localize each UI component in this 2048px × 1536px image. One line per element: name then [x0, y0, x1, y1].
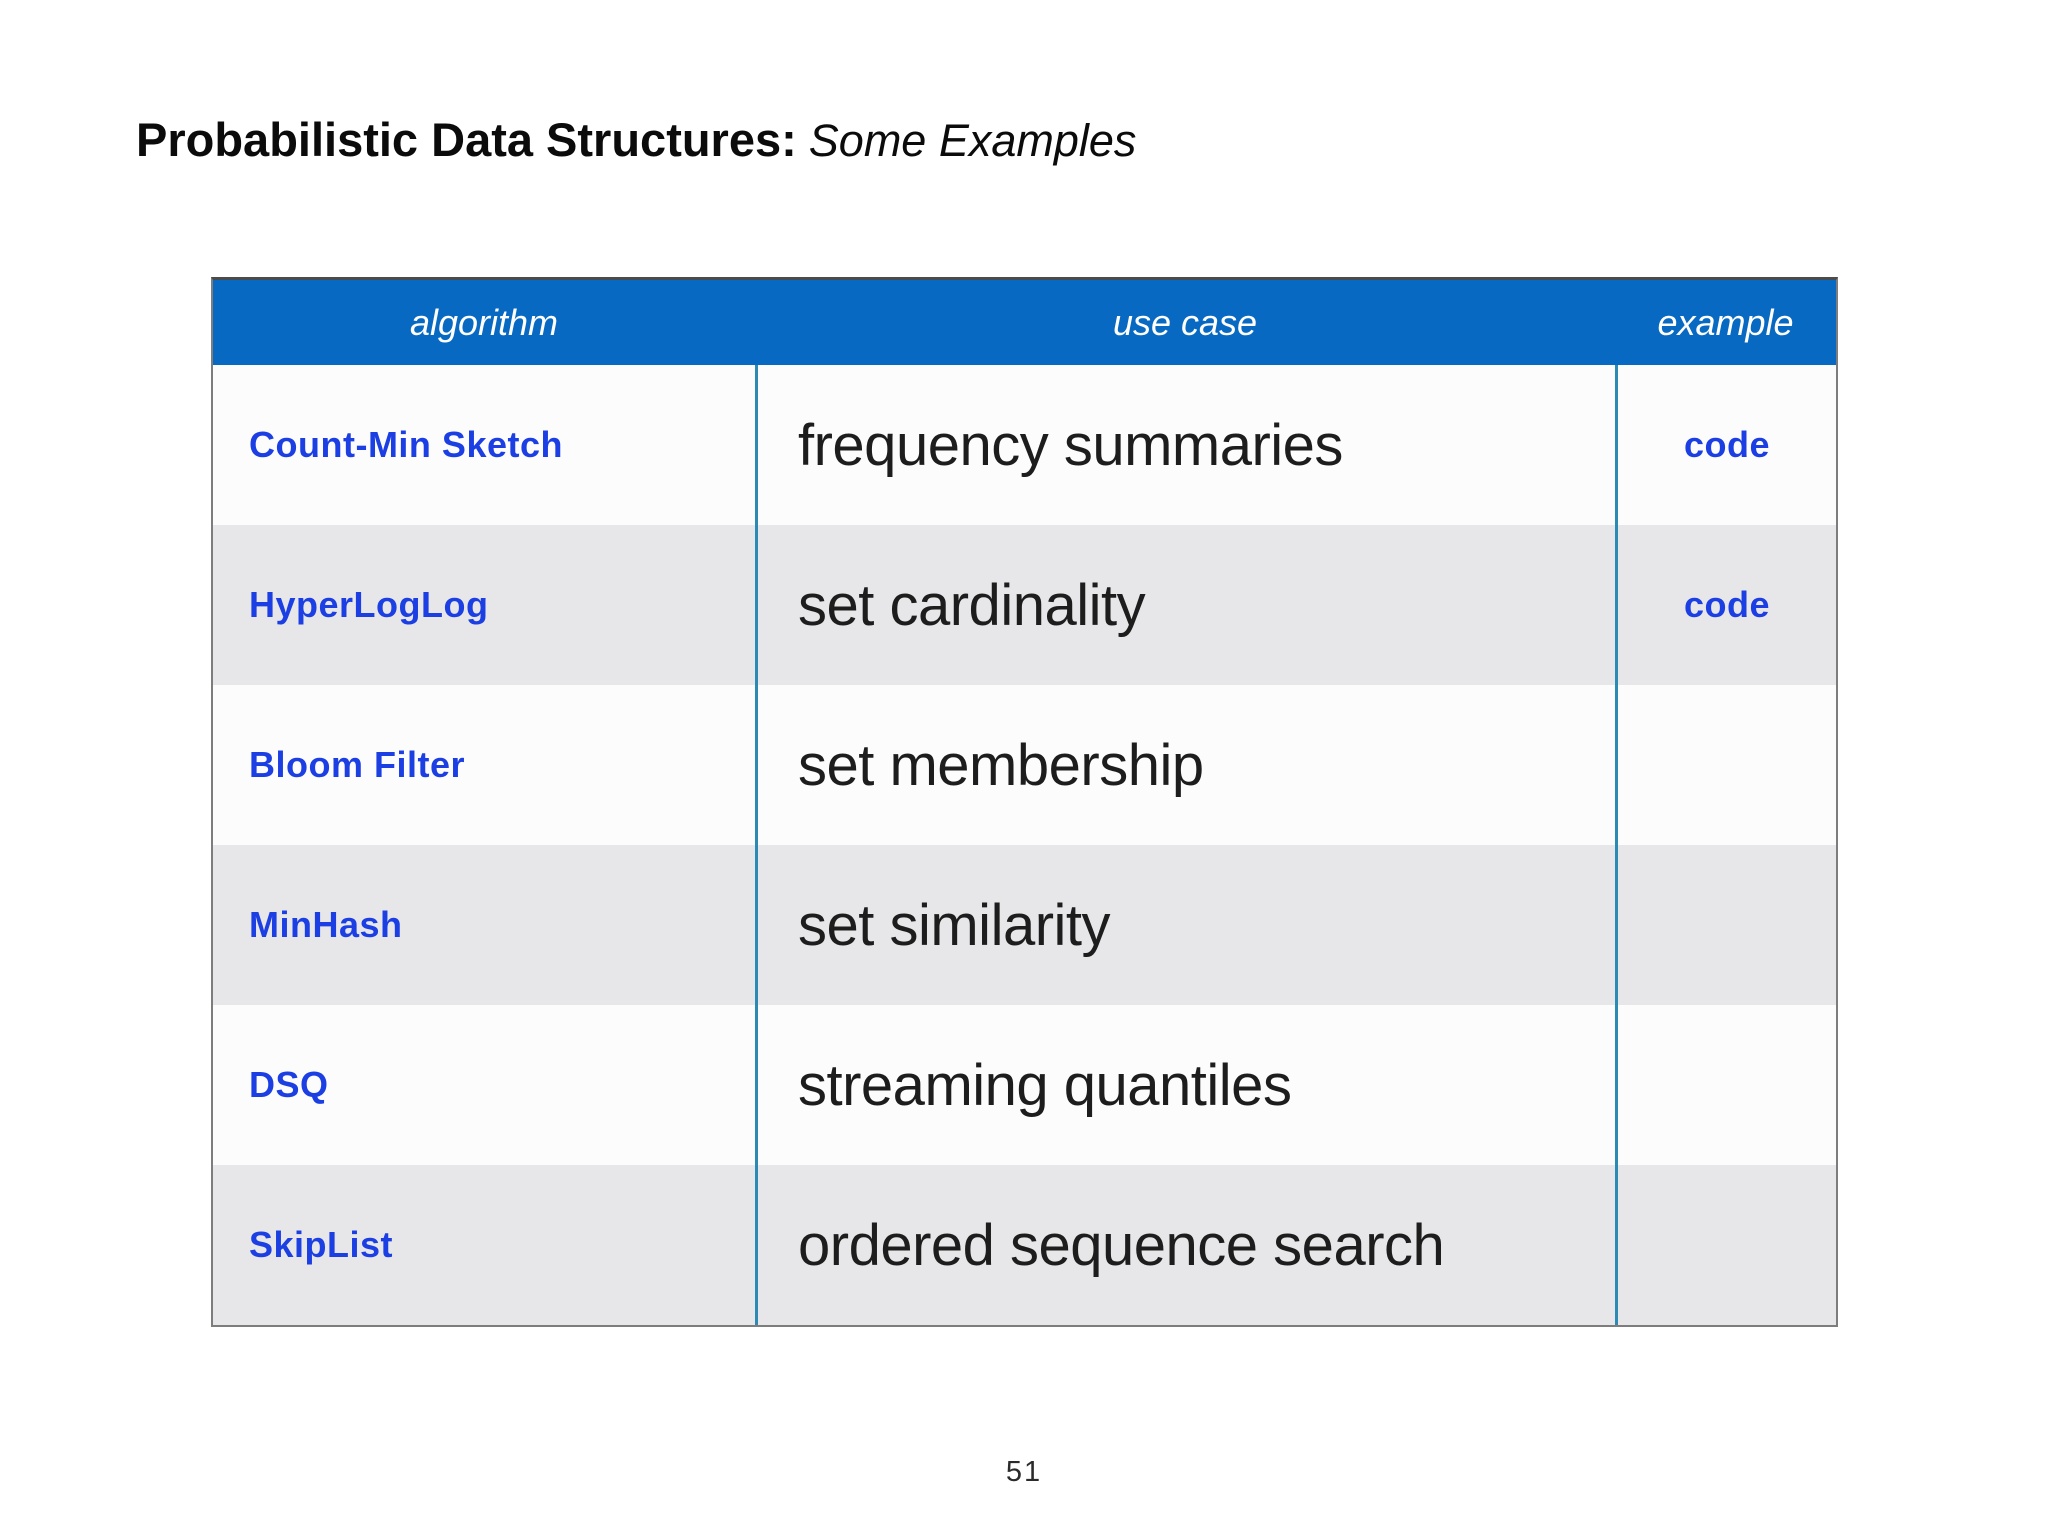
cell-algorithm: HyperLogLog — [249, 584, 489, 625]
table-row: SkipList ordered sequence search — [213, 1165, 1836, 1325]
cell-use-case: set similarity — [755, 845, 1615, 1005]
cell-use-case: ordered sequence search — [755, 1165, 1615, 1325]
code-link[interactable]: code — [1683, 584, 1771, 625]
cell-algorithm: SkipList — [249, 1224, 394, 1265]
table-row: DSQ streaming quantiles — [213, 1005, 1836, 1165]
table-row: HyperLogLog set cardinality code — [213, 525, 1836, 685]
cell-use-case: streaming quantiles — [755, 1005, 1615, 1165]
cell-algorithm: Count-Min Sketch — [249, 424, 563, 465]
cell-use-case: frequency summaries — [755, 365, 1615, 525]
cell-use-case: set membership — [755, 685, 1615, 845]
title-bold-text: Probabilistic Data Structures: — [136, 113, 797, 166]
page-title: Probabilistic Data Structures: Some Examp… — [136, 112, 1136, 167]
cell-use-case: set cardinality — [755, 525, 1615, 685]
title-italic-text: Some Examples — [808, 115, 1137, 166]
cell-algorithm: MinHash — [249, 904, 403, 945]
table-row: Bloom Filter set membership — [213, 685, 1836, 845]
header-cell-example: example — [1657, 301, 1794, 343]
cell-algorithm: DSQ — [249, 1064, 329, 1105]
table-row: Count-Min Sketch frequency summaries cod… — [213, 365, 1836, 525]
header-cell-algorithm: algorithm — [409, 301, 559, 343]
cell-algorithm: Bloom Filter — [249, 744, 466, 785]
page-number: 51 — [1005, 1456, 1043, 1488]
header-cell-use-case: use case — [1112, 301, 1258, 343]
code-link[interactable]: code — [1683, 424, 1771, 465]
table-header-row: algorithm use case example — [213, 280, 1836, 365]
algorithms-table: algorithm use case example Count-Min Ske… — [211, 277, 1838, 1327]
table-row: MinHash set similarity — [213, 845, 1836, 1005]
